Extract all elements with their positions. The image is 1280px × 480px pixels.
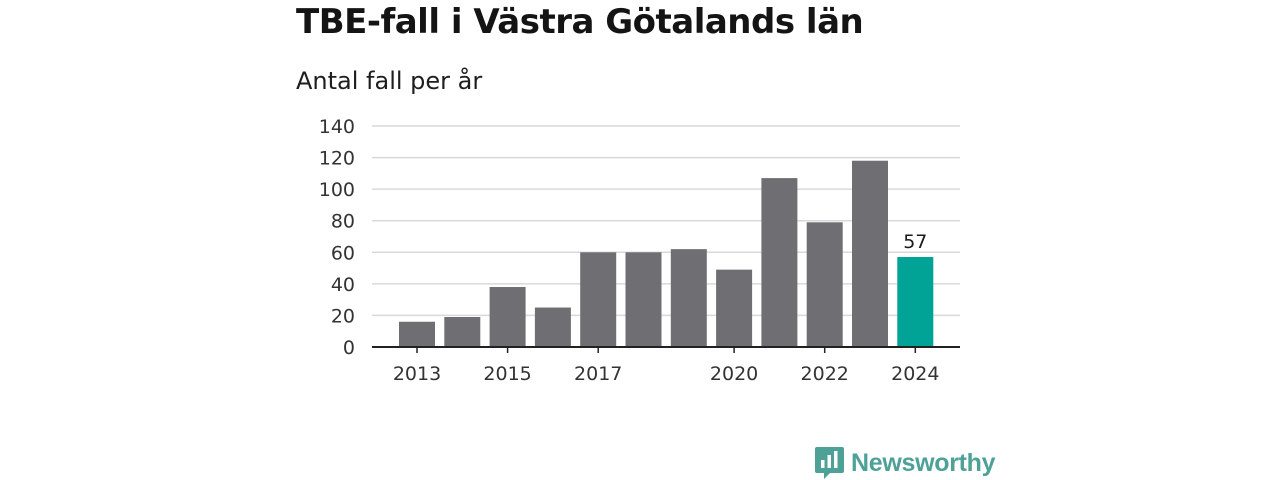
bar-2024 bbox=[897, 257, 934, 347]
data-label-2024: 57 bbox=[903, 231, 927, 253]
newsworthy-logo: Newsworthy bbox=[815, 447, 996, 479]
bar-2014 bbox=[444, 317, 481, 347]
y-tick-label: 20 bbox=[331, 305, 355, 327]
y-tick-label: 120 bbox=[319, 148, 355, 170]
bar-2022 bbox=[806, 222, 843, 347]
chart-subtitle: Antal fall per år bbox=[296, 67, 483, 95]
chart-title: TBE-fall i Västra Götalands län bbox=[296, 2, 864, 42]
bars bbox=[399, 160, 934, 347]
y-tick-label: 40 bbox=[331, 274, 355, 296]
y-tick-label: 0 bbox=[343, 337, 355, 359]
bar-2020 bbox=[716, 269, 753, 347]
bar-2013 bbox=[399, 321, 435, 347]
bar-2017 bbox=[580, 252, 617, 347]
bar-2018 bbox=[625, 252, 662, 347]
bar-2021 bbox=[761, 178, 798, 347]
y-tick-label: 140 bbox=[319, 116, 355, 138]
newsworthy-chart-logo-icon bbox=[815, 447, 844, 479]
bar-2019 bbox=[670, 249, 707, 347]
data-labels: 57 bbox=[903, 231, 927, 253]
x-tick-label: 2017 bbox=[574, 363, 622, 385]
x-axis-tick-labels: 2013 2015 2017 2020 2022 2024 bbox=[393, 347, 939, 385]
brand-name: Newsworthy bbox=[851, 448, 996, 477]
y-tick-label: 100 bbox=[319, 179, 355, 201]
x-tick-label: 2022 bbox=[801, 363, 849, 385]
bar-2015 bbox=[489, 287, 526, 347]
bar-2023 bbox=[852, 160, 888, 347]
y-tick-label: 60 bbox=[331, 242, 355, 264]
bar-2016 bbox=[534, 307, 571, 347]
x-tick-label: 2013 bbox=[393, 363, 441, 385]
y-axis-tick-labels: 0 20 40 60 80 100 120 140 bbox=[319, 116, 355, 359]
x-tick-label: 2015 bbox=[483, 363, 531, 385]
x-tick-label: 2024 bbox=[891, 363, 939, 385]
y-tick-label: 80 bbox=[331, 211, 355, 233]
x-tick-label: 2020 bbox=[710, 363, 758, 385]
